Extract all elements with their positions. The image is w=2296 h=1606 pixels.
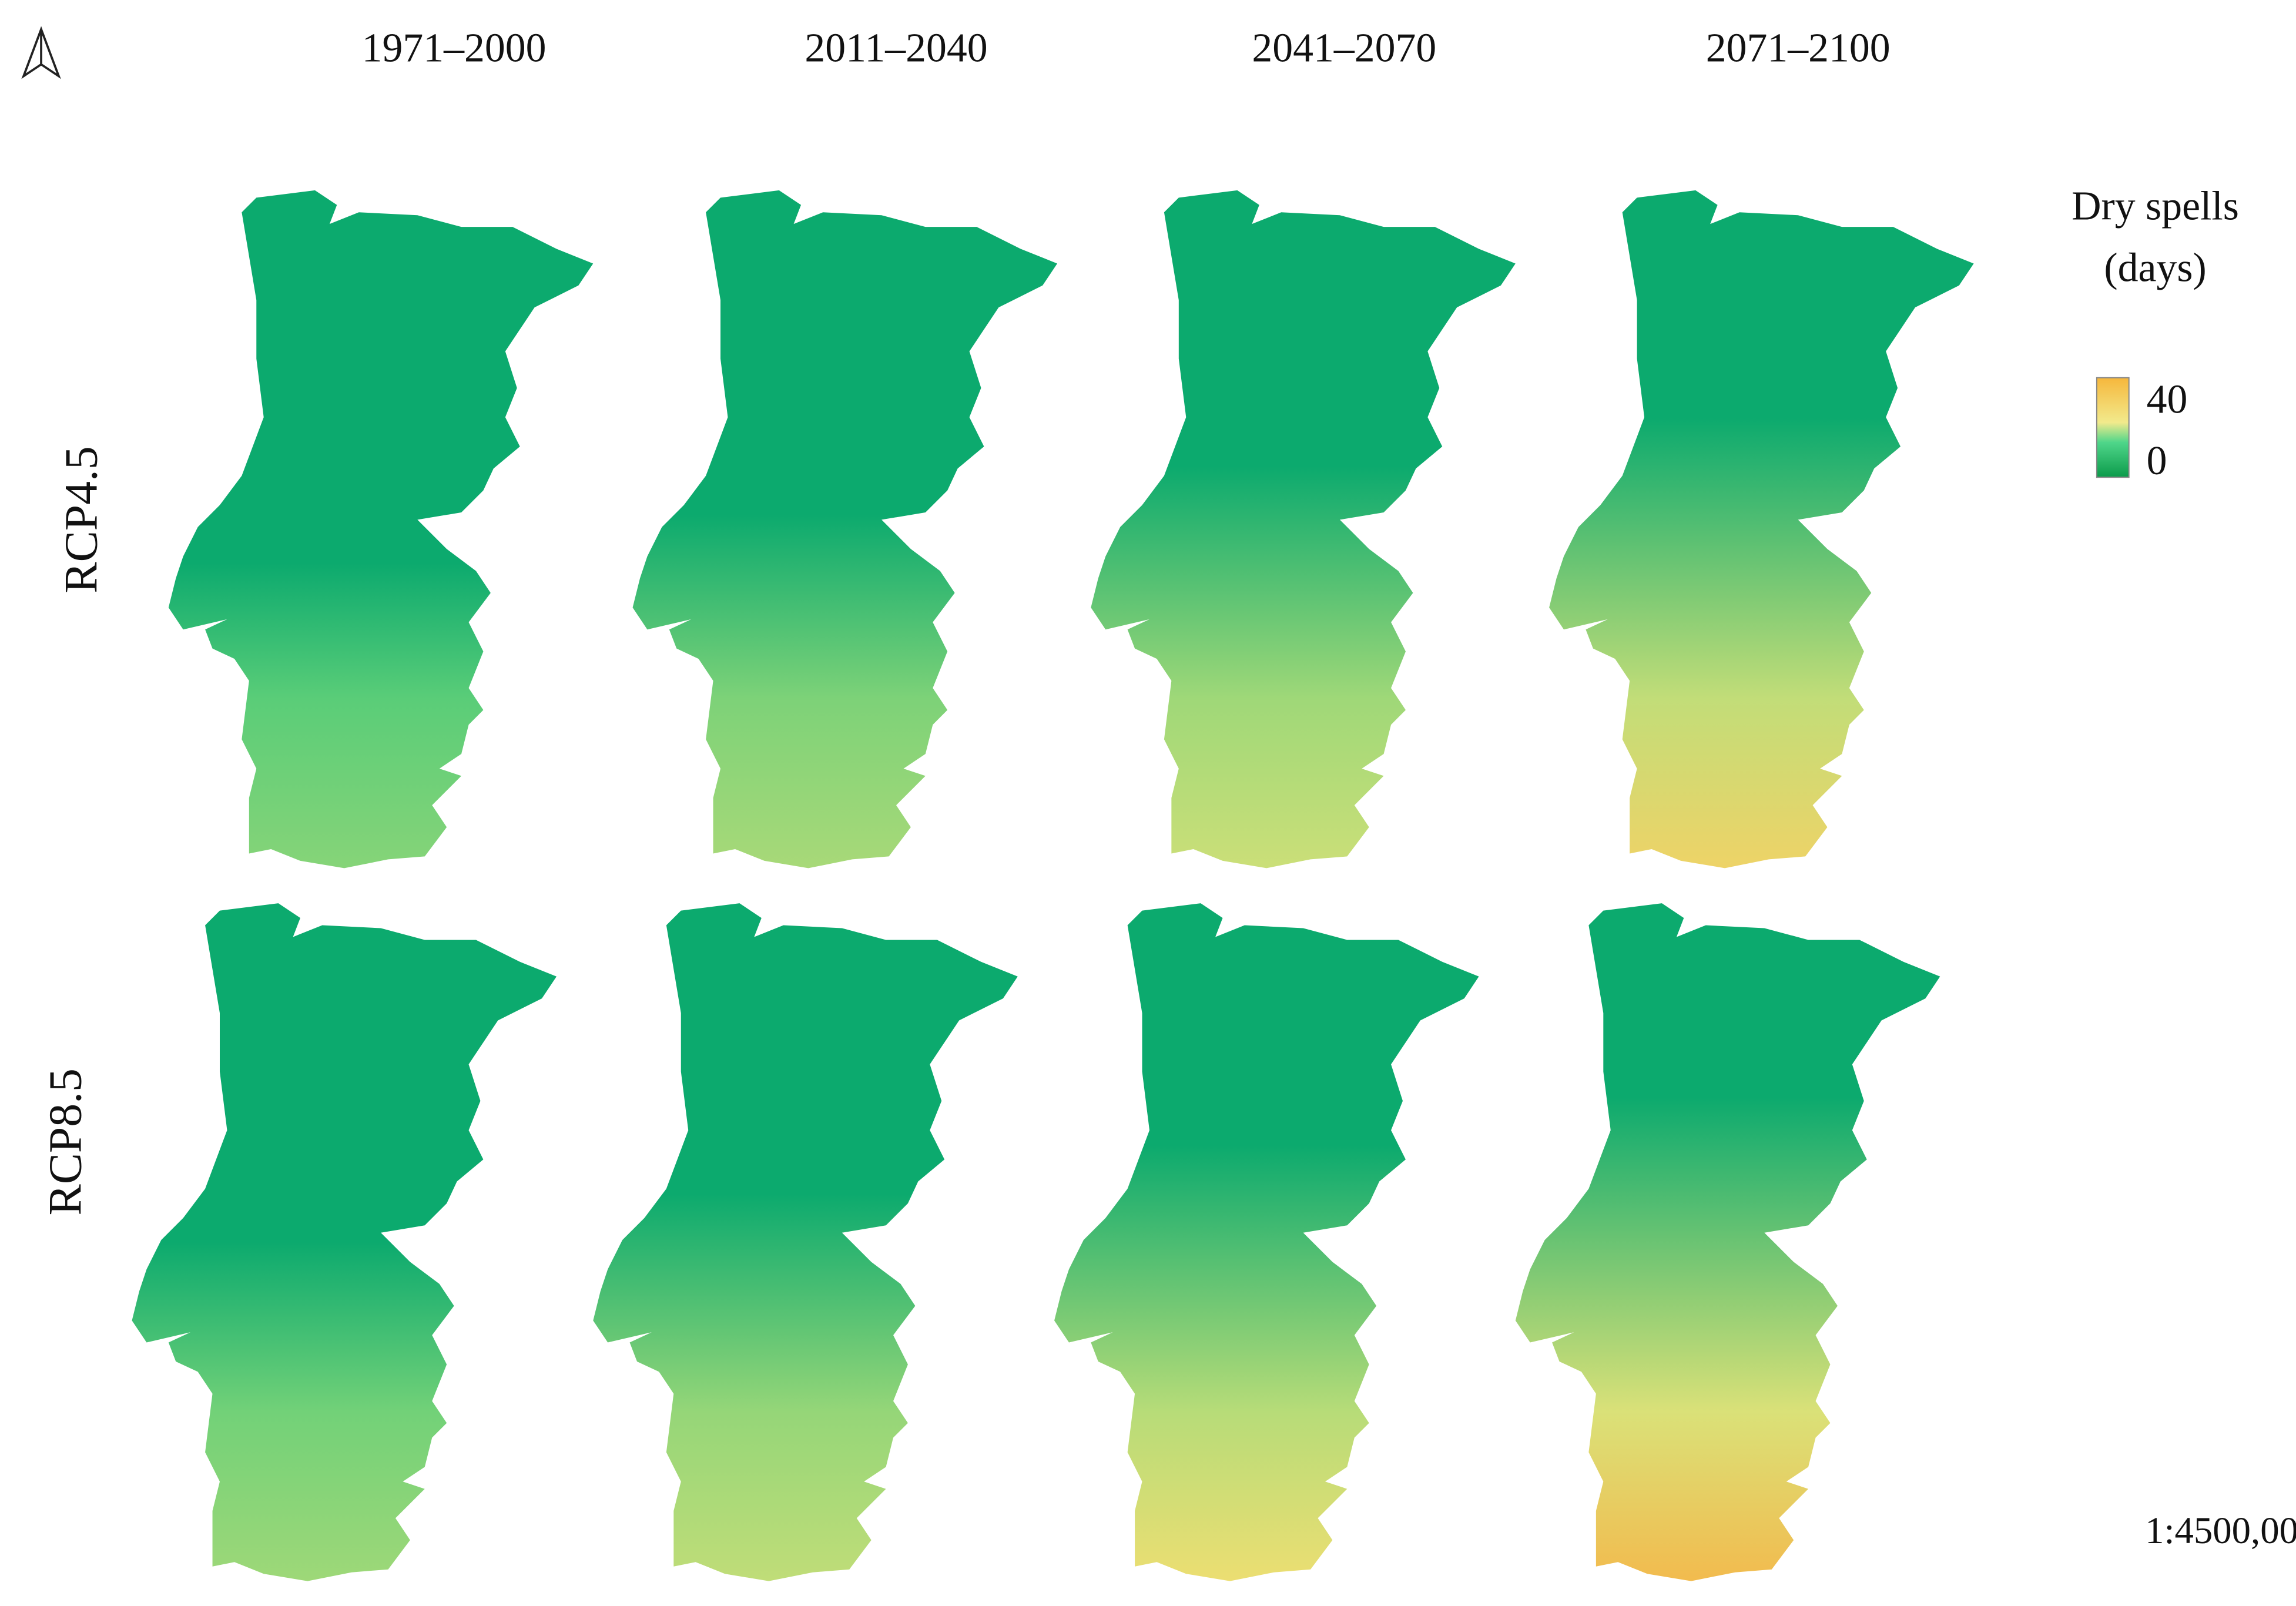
row-label: RCP8.5 — [39, 1068, 91, 1215]
legend-tick-label: 0 — [2147, 438, 2167, 484]
map-panel — [1515, 903, 1940, 1581]
column-header: 2011–2040 — [805, 26, 987, 71]
column-header: 2041–2070 — [1252, 26, 1436, 71]
map-panel — [1054, 903, 1479, 1581]
legend-title: Dry spells — [2072, 184, 2239, 229]
legend-title: (days) — [2104, 245, 2206, 290]
map-panel — [132, 903, 557, 1581]
column-header: 1971–2000 — [362, 26, 547, 71]
legend-tick-label: 40 — [2147, 377, 2188, 423]
map-panel — [593, 903, 1018, 1581]
map-panel — [1549, 190, 1974, 869]
map-panel — [1091, 190, 1516, 869]
column-header: 2071–2100 — [1706, 26, 1891, 71]
map-panel — [632, 190, 1058, 869]
north-arrow — [21, 26, 61, 79]
legend-colorbar — [2096, 377, 2130, 478]
scale-text: 1:4500,000 — [2145, 1510, 2296, 1552]
map-panel — [168, 190, 594, 869]
row-label: RCP4.5 — [56, 446, 108, 593]
